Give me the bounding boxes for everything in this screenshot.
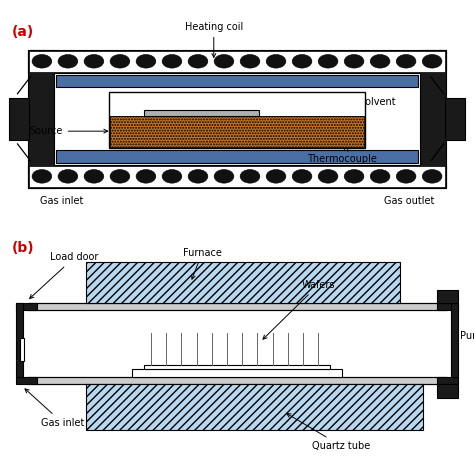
Bar xyxy=(109,91,365,148)
Ellipse shape xyxy=(110,55,130,68)
Ellipse shape xyxy=(188,55,208,68)
Ellipse shape xyxy=(292,170,312,183)
Text: Load door: Load door xyxy=(30,253,99,299)
Ellipse shape xyxy=(370,170,390,183)
Bar xyxy=(445,98,465,140)
Text: Gas inlet: Gas inlet xyxy=(25,389,84,428)
Text: Thermocouple: Thermocouple xyxy=(307,147,376,164)
Ellipse shape xyxy=(214,55,234,68)
Bar xyxy=(86,384,423,430)
Text: Gas outlet: Gas outlet xyxy=(384,196,434,206)
Text: Si solvent: Si solvent xyxy=(344,97,396,128)
Ellipse shape xyxy=(84,55,104,68)
Ellipse shape xyxy=(344,170,364,183)
Ellipse shape xyxy=(136,170,156,183)
Text: Furnace: Furnace xyxy=(182,248,222,279)
Ellipse shape xyxy=(58,170,78,183)
Bar xyxy=(144,365,330,369)
Bar xyxy=(437,384,457,398)
Ellipse shape xyxy=(266,170,286,183)
Bar xyxy=(29,51,445,72)
Text: (a): (a) xyxy=(12,25,34,39)
Bar xyxy=(144,109,259,116)
Ellipse shape xyxy=(396,55,416,68)
Bar xyxy=(56,150,418,163)
Bar xyxy=(86,262,400,303)
Ellipse shape xyxy=(162,170,182,183)
Bar xyxy=(28,50,446,73)
Ellipse shape xyxy=(370,55,390,68)
Bar xyxy=(437,377,457,384)
Ellipse shape xyxy=(266,55,286,68)
Ellipse shape xyxy=(344,55,364,68)
Bar xyxy=(28,303,446,310)
Text: Wafers: Wafers xyxy=(263,280,335,339)
Bar xyxy=(451,303,457,377)
Ellipse shape xyxy=(292,55,312,68)
Text: Substrate: Substrate xyxy=(190,97,237,112)
Bar xyxy=(132,369,341,377)
Bar xyxy=(110,116,364,147)
Bar xyxy=(56,75,418,87)
Text: Quartz tube: Quartz tube xyxy=(287,414,371,451)
Ellipse shape xyxy=(32,55,52,68)
Text: Source: Source xyxy=(29,126,108,136)
Bar xyxy=(437,303,457,310)
Ellipse shape xyxy=(240,170,260,183)
Bar xyxy=(110,116,364,147)
Ellipse shape xyxy=(318,55,338,68)
Bar xyxy=(16,303,37,310)
Text: Heating coil: Heating coil xyxy=(185,22,243,57)
Bar xyxy=(16,303,23,377)
Text: Gas inlet: Gas inlet xyxy=(39,196,83,206)
Ellipse shape xyxy=(214,170,234,183)
Bar xyxy=(28,50,54,188)
Bar xyxy=(29,166,445,187)
Bar xyxy=(28,165,446,188)
Ellipse shape xyxy=(84,170,104,183)
Ellipse shape xyxy=(240,55,260,68)
Ellipse shape xyxy=(136,55,156,68)
Ellipse shape xyxy=(422,55,442,68)
Ellipse shape xyxy=(162,55,182,68)
Text: (b): (b) xyxy=(12,241,34,255)
Bar xyxy=(437,290,457,303)
Bar xyxy=(28,377,446,384)
Bar xyxy=(16,377,37,384)
Ellipse shape xyxy=(396,170,416,183)
Ellipse shape xyxy=(58,55,78,68)
Text: Pump: Pump xyxy=(460,331,474,341)
Bar xyxy=(20,338,24,361)
Ellipse shape xyxy=(188,170,208,183)
Ellipse shape xyxy=(318,170,338,183)
Ellipse shape xyxy=(32,170,52,183)
Bar xyxy=(9,98,29,140)
Ellipse shape xyxy=(110,170,130,183)
Bar xyxy=(420,50,446,188)
Ellipse shape xyxy=(422,170,442,183)
